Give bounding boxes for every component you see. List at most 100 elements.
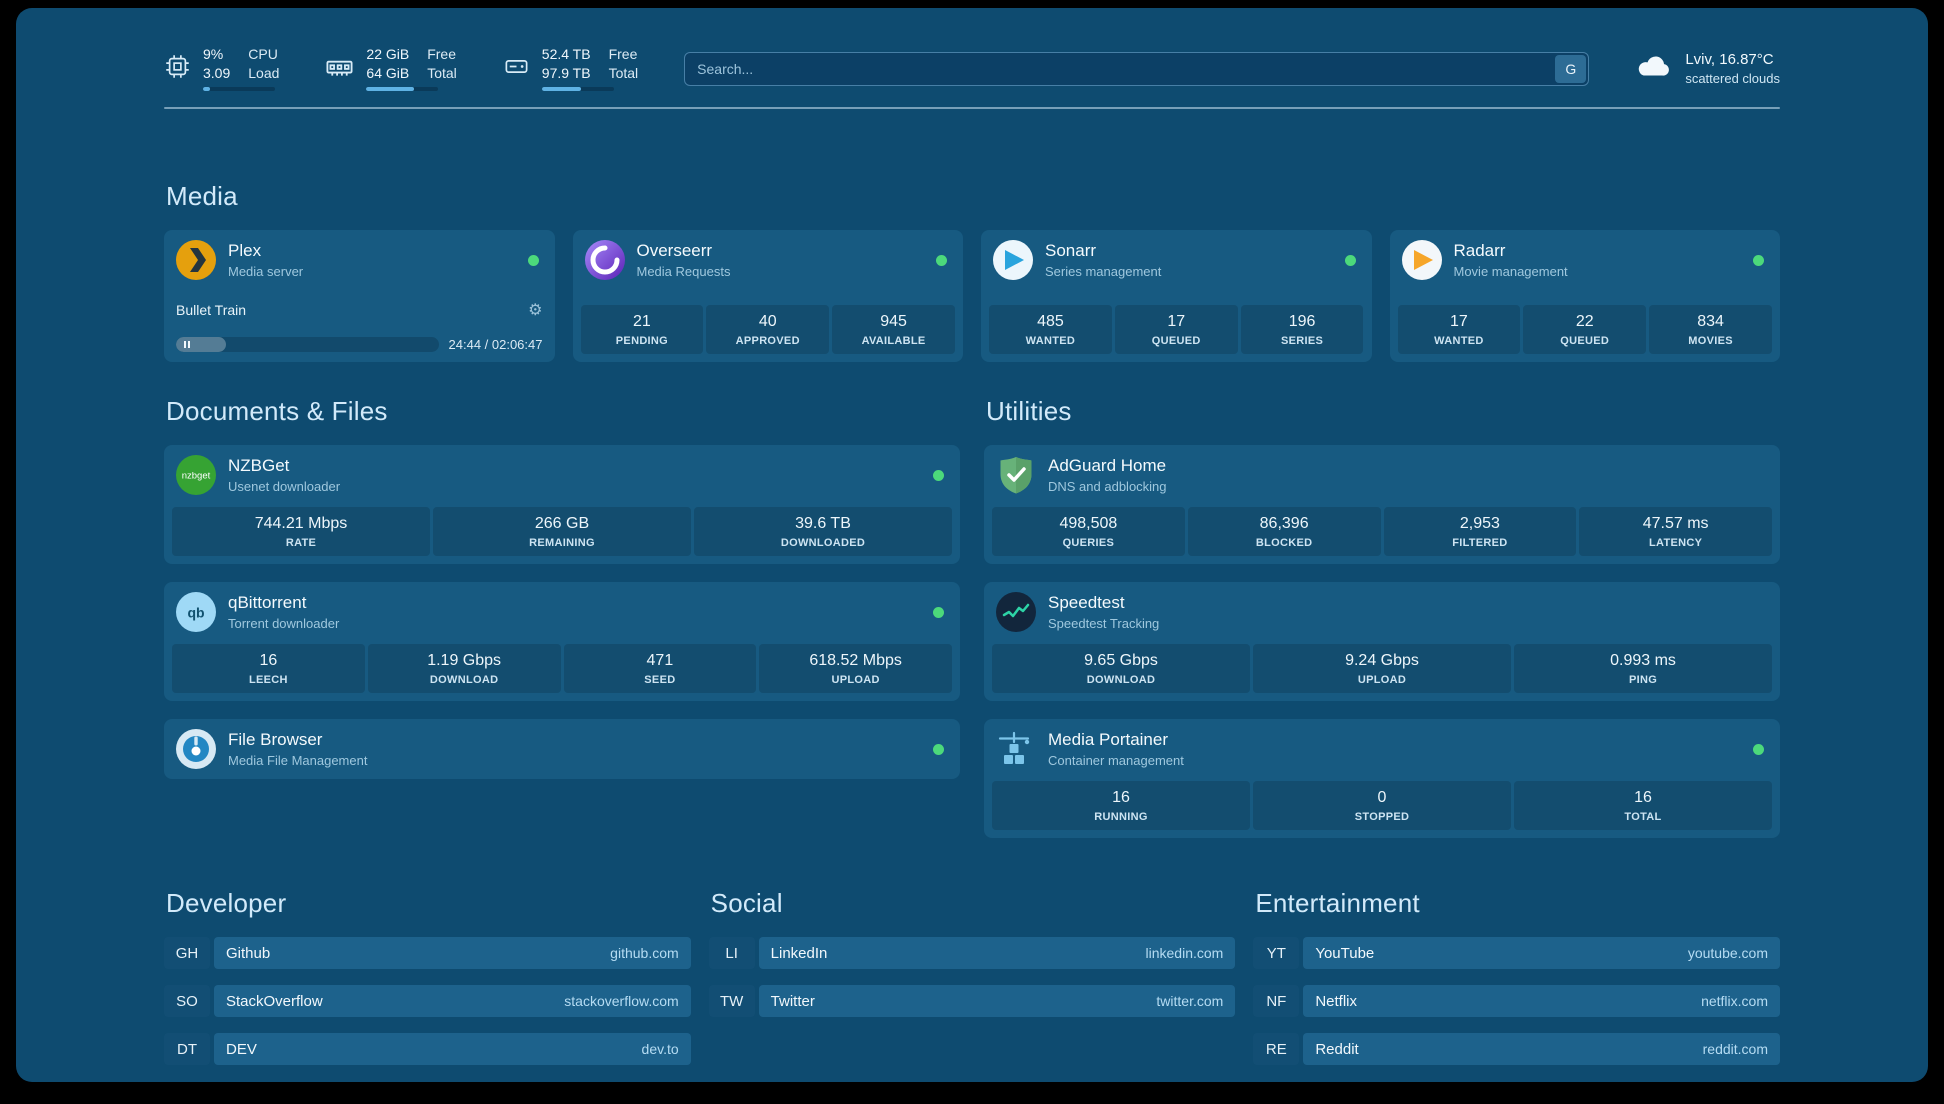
stat-value: 945 (880, 313, 907, 330)
service-name: Sonarr (1045, 241, 1097, 260)
gear-icon[interactable]: ⚙ (528, 301, 543, 319)
bookmark-github[interactable]: GH Github github.com (164, 937, 691, 969)
utilities-heading: Utilities (986, 396, 1072, 426)
filebrowser-card[interactable]: File Browser Media File Management (164, 719, 960, 779)
bookmark-abbr: SO (164, 985, 210, 1017)
overseerr-icon (584, 240, 625, 280)
service-subtitle: Torrent downloader (228, 616, 340, 631)
bookmark-url: github.com (610, 945, 679, 961)
cpu-usage-value: 9% (203, 46, 224, 62)
nzbget-card[interactable]: nzbget NZBGet Usenet downloader 74 (164, 445, 960, 564)
service-subtitle: Speedtest Tracking (1048, 616, 1160, 631)
stat-label: PENDING (615, 335, 669, 347)
weather-widget[interactable]: Lviv, 16.87°C scattered clouds (1635, 51, 1780, 86)
bookmark-abbr: GH (164, 937, 210, 969)
bookmark-abbr: TW (708, 985, 755, 1017)
stat-label: QUERIES (1062, 537, 1115, 549)
media-heading: Media (166, 181, 238, 211)
search-engine-button[interactable]: G (1555, 54, 1587, 83)
stat-value: 266 GB (534, 515, 590, 532)
bookmark-url: netflix.com (1701, 993, 1768, 1009)
bookmark-name: Twitter (770, 992, 815, 1010)
bookmark-name: StackOverflow (226, 992, 323, 1010)
search-input[interactable] (684, 51, 1590, 86)
bookmark-linkedin[interactable]: LI LinkedIn linkedin.com (708, 937, 1236, 969)
sonarr-card[interactable]: Sonarr Series management 485 WANTED 17 Q… (981, 230, 1372, 362)
cloud-icon (1635, 52, 1673, 85)
disk-icon (503, 53, 530, 85)
stat-seed: 471 SEED (563, 644, 757, 693)
documents-section: Documents & Files nzbget (164, 396, 960, 838)
stat-label: REMAINING (529, 537, 595, 549)
stat-queries: 498,508 QUERIES (992, 507, 1185, 556)
playback-progress-fill (176, 337, 226, 352)
stat-value: 618.52 Mbps (809, 652, 902, 669)
stat-running: 16 RUNNING (992, 781, 1250, 830)
playback-progress-bar[interactable] (176, 337, 439, 352)
cpu-label: CPU (248, 46, 278, 62)
qbittorrent-card[interactable]: qb qBittorrent Torrent downloader (164, 582, 960, 701)
plex-card[interactable]: Plex Media server Bullet Train ⚙ (164, 230, 555, 362)
ram-progress-track (366, 87, 439, 91)
bookmark-youtube[interactable]: YT YouTube youtube.com (1253, 937, 1780, 969)
service-subtitle: Media Requests (636, 264, 731, 279)
radarr-icon (1401, 240, 1442, 280)
search-bar: G (684, 51, 1590, 86)
stat-download: 1.19 Gbps DOWNLOAD (367, 644, 561, 693)
stat-movies: 834 MOVIES (1649, 305, 1772, 354)
topbar: 9% 3.09 CPU Load (164, 46, 1780, 91)
cpu-icon (164, 53, 191, 85)
stat-label: QUEUED (1151, 335, 1201, 347)
bookmark-stackoverflow[interactable]: SO StackOverflow stackoverflow.com (164, 985, 691, 1017)
bookmark-reddit[interactable]: RE Reddit reddit.com (1253, 1033, 1780, 1065)
ram-total-label: Total (427, 65, 457, 81)
speedtest-icon (996, 592, 1036, 632)
service-name: qBittorrent (228, 593, 307, 612)
adguard-card[interactable]: AdGuard Home DNS and adblocking 498,508 … (984, 445, 1780, 564)
stat-stopped: 0 STOPPED (1253, 781, 1511, 830)
disk-stat: 52.4 TB 97.9 TB Free Total (503, 46, 638, 91)
bookmark-url: twitter.com (1156, 993, 1224, 1009)
speedtest-card[interactable]: Speedtest Speedtest Tracking 9.65 Gbps D… (984, 582, 1780, 701)
stat-value: 834 (1697, 313, 1724, 330)
portainer-icon (996, 729, 1036, 769)
service-subtitle: Series management (1045, 264, 1162, 279)
bookmark-twitter[interactable]: TW Twitter twitter.com (708, 985, 1236, 1017)
status-online-dot (527, 254, 539, 266)
status-online-dot (936, 254, 947, 266)
ram-free-value: 22 GiB (366, 46, 410, 62)
stat-remaining: 266 GB REMAINING (433, 507, 691, 556)
service-name: AdGuard Home (1048, 456, 1167, 475)
qbittorrent-icon: qb (176, 592, 216, 632)
system-stats: 9% 3.09 CPU Load (164, 46, 638, 91)
bookmark-dev[interactable]: DT DEV dev.to (164, 1033, 691, 1065)
documents-heading: Documents & Files (166, 396, 388, 426)
stat-value: 498,508 (1059, 515, 1118, 532)
service-subtitle: Container management (1048, 753, 1184, 768)
filebrowser-icon (176, 729, 216, 769)
stat-ping: 0.993 ms PING (1514, 644, 1772, 693)
social-heading: Social (710, 888, 783, 918)
pause-icon[interactable] (184, 341, 190, 348)
bookmark-netflix[interactable]: NF Netflix netflix.com (1253, 985, 1780, 1017)
service-name: Speedtest (1048, 593, 1125, 612)
stat-value: 1.19 Gbps (427, 652, 502, 669)
stat-label: UPLOAD (831, 674, 880, 686)
portainer-card[interactable]: Media Portainer Container management 16 … (984, 719, 1780, 838)
overseerr-card[interactable]: Overseerr Media Requests 21 PENDING 40 A… (572, 230, 963, 362)
disk-free-label: Free (608, 46, 638, 62)
stat-label: AVAILABLE (861, 335, 926, 347)
radarr-card[interactable]: Radarr Movie management 17 WANTED 22 QUE… (1389, 230, 1780, 362)
stat-queued: 22 QUEUED (1523, 305, 1647, 354)
stat-value: 86,396 (1259, 515, 1309, 532)
stat-value: 17 (1167, 313, 1186, 330)
service-subtitle: Usenet downloader (228, 479, 341, 494)
bookmark-url: youtube.com (1687, 945, 1768, 961)
bookmark-url: stackoverflow.com (564, 993, 679, 1009)
load-label: Load (248, 65, 280, 81)
disk-total-label: Total (608, 65, 639, 81)
cpu-stat: 9% 3.09 CPU Load (164, 46, 279, 91)
bookmark-abbr: DT (164, 1033, 210, 1065)
stat-queued: 17 QUEUED (1114, 305, 1238, 354)
social-section: Social LI LinkedIn linkedin.com TW Twitt… (708, 888, 1236, 1065)
